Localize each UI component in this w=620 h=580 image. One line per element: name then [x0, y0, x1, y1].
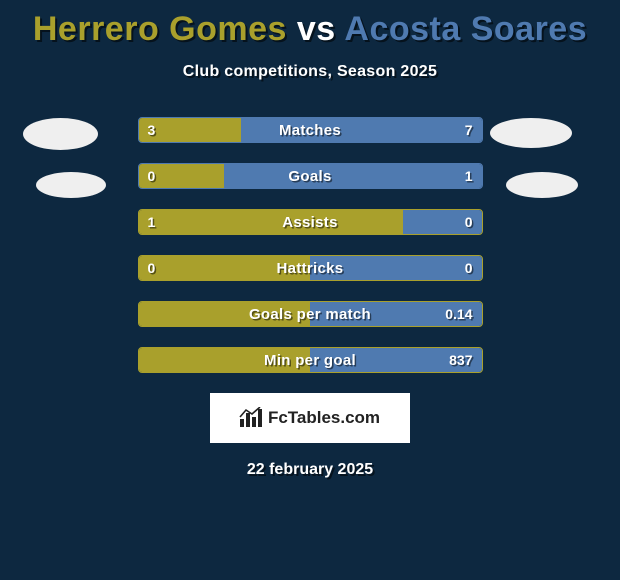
bar-label: Matches	[139, 118, 482, 142]
page-title: Herrero Gomes vs Acosta Soares	[0, 0, 620, 49]
bar-label: Min per goal	[139, 348, 482, 372]
avatar-left-bottom	[36, 172, 106, 198]
bar-value-right: 1	[465, 164, 473, 188]
logo-trend-icon	[239, 407, 263, 419]
stat-row: Matches3 7	[138, 117, 483, 143]
stat-bars: Matches37Goals01Assists10Hattricks00Goal…	[138, 117, 483, 373]
stat-row: Goals per match0.14	[138, 301, 483, 327]
stat-row: Assists1 0	[138, 209, 483, 235]
bar-value-right: 0	[465, 256, 473, 280]
bar-value-right: 0	[465, 210, 473, 234]
avatar-right-top	[490, 118, 572, 148]
bar-label: Hattricks	[139, 256, 482, 280]
stat-row: Min per goal837	[138, 347, 483, 373]
stat-row: Goals0 1	[138, 163, 483, 189]
logo-chart-icon	[240, 409, 262, 427]
stat-row: Hattricks0 0	[138, 255, 483, 281]
bar-value-right: 837	[449, 348, 472, 372]
avatar-right-bottom	[506, 172, 578, 198]
bar-value-left: 3	[148, 118, 156, 142]
bar-label: Goals per match	[139, 302, 482, 326]
title-vs: vs	[297, 10, 336, 48]
logo-text: FcTables.com	[268, 408, 380, 428]
title-player2: Acosta Soares	[344, 10, 587, 48]
avatar-left-top	[23, 118, 98, 150]
bar-value-right: 0.14	[445, 302, 472, 326]
bar-value-right: 7	[465, 118, 473, 142]
bar-value-left: 1	[148, 210, 156, 234]
bar-label: Goals	[139, 164, 482, 188]
bar-value-left: 0	[148, 164, 156, 188]
title-player1: Herrero Gomes	[33, 10, 287, 48]
bar-label: Assists	[139, 210, 482, 234]
date-label: 22 february 2025	[0, 461, 620, 479]
bar-value-left: 0	[148, 256, 156, 280]
subtitle: Club competitions, Season 2025	[0, 63, 620, 81]
logo-box: FcTables.com	[210, 393, 410, 443]
